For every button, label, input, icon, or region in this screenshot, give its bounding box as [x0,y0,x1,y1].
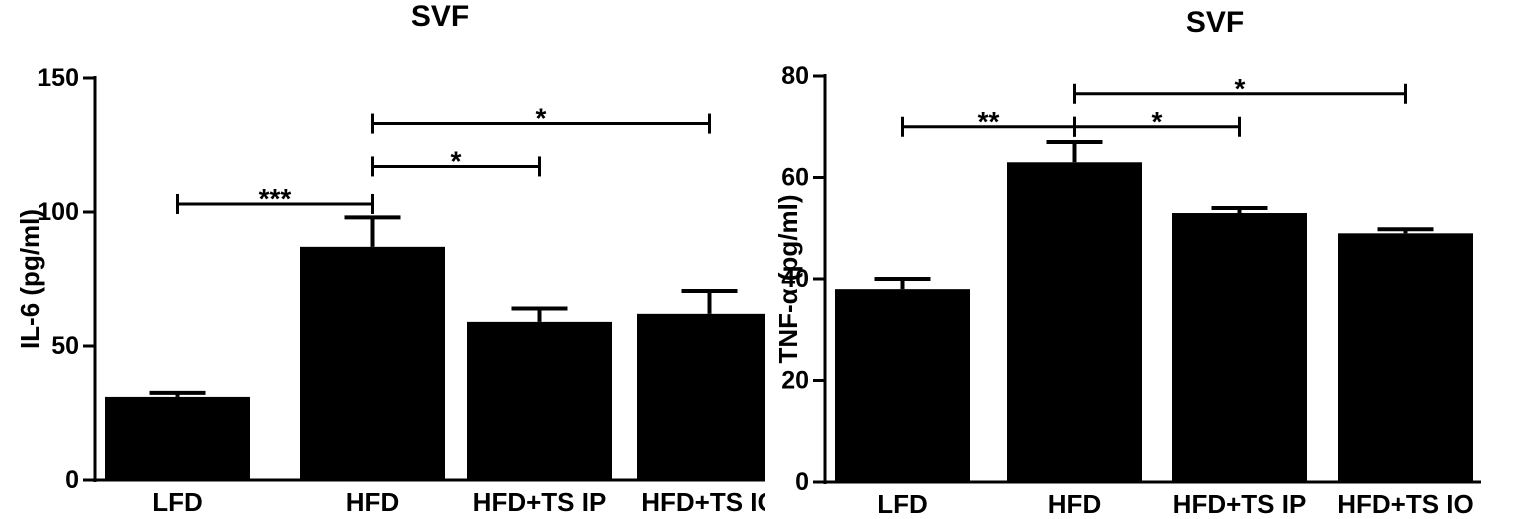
y-tick-label-0: 0 [795,468,809,496]
x-tick-label-3: HFD+TS IO [1337,489,1474,519]
x-tick-label-2: HFD+TS IP [1173,489,1307,519]
sig-label-2: * [1235,73,1246,104]
x-tick-label-0: LFD [877,489,928,519]
bar-1 [1007,162,1142,482]
x-tick-label-3: HFD+TS IO [641,487,765,517]
x-tick-label-1: HFD [346,487,399,517]
y-tick-label-3: 150 [37,64,79,92]
y-tick-label-2: 40 [781,265,809,293]
bar-1 [300,246,445,480]
sig-label-2: * [536,103,547,134]
bar-3 [1338,233,1473,482]
chart-title: SVF [1186,6,1244,39]
y-tick-label-0: 0 [65,466,79,494]
x-tick-label-0: LFD [152,487,203,517]
sig-label-1: * [451,145,462,176]
bar-2 [467,321,612,480]
y-axis-label: TNF-α (pg/ml) [773,194,803,363]
y-tick-label-1: 50 [51,332,79,360]
bar-2 [1172,213,1307,482]
il6-chart: SVF IL-6 (pg/ml) 0 50 100 150 LFD HFD HFD+TS IP H… [15,0,765,517]
y-axis-label: IL-6 (pg/ml) [15,209,45,349]
bar-0 [105,396,250,480]
y-tick-label-2: 100 [37,198,79,226]
bar-3 [637,313,765,480]
tnf-alpha-chart: SVF TNF-α (pg/ml) 0 20 40 60 80 LFD HFD HFD+TS IP… [773,6,1481,519]
y-tick-label-4: 80 [781,62,809,90]
x-tick-label-1: HFD [1048,489,1101,519]
sig-label-1: * [1152,106,1163,137]
sig-label-0: ** [978,106,1000,137]
y-tick-label-1: 20 [781,367,809,395]
sig-label-0: *** [259,183,292,214]
x-tick-label-2: HFD+TS IP [473,487,607,517]
chart-title: SVF [411,0,469,33]
bar-0 [835,289,970,482]
y-tick-label-3: 60 [781,164,809,192]
